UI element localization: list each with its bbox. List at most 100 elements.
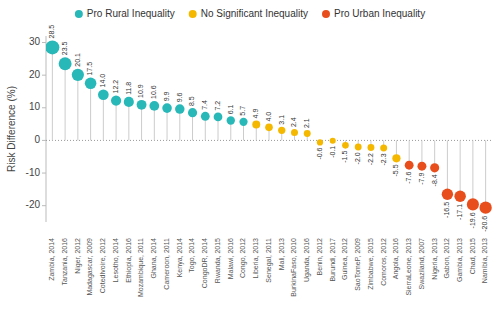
bubble <box>304 130 311 137</box>
bubble <box>188 108 197 117</box>
stem <box>116 101 117 141</box>
data-label: 5.7 <box>239 106 246 116</box>
stem <box>52 47 53 140</box>
data-label: -5.5 <box>392 164 399 176</box>
data-label: 6.1 <box>227 104 234 114</box>
data-label: 4.9 <box>252 109 259 119</box>
plot-area <box>46 40 492 213</box>
stem <box>472 140 473 204</box>
data-label: -0.6 <box>316 147 323 159</box>
y-tick <box>42 173 46 174</box>
y-tick <box>42 42 46 43</box>
y-tick-label: 10 <box>29 101 41 112</box>
stem <box>77 75 78 141</box>
x-tick-label: Comoros, 2012 <box>380 238 387 286</box>
bubble <box>430 163 439 172</box>
data-label: -0.1 <box>329 146 336 158</box>
stem <box>460 140 461 196</box>
legend-marker <box>322 10 330 18</box>
y-tick <box>42 75 46 76</box>
legend-item: Pro Urban Inequality <box>322 8 425 19</box>
legend-label: Pro Rural Inequality <box>87 8 175 19</box>
bubble <box>124 97 134 107</box>
bubble <box>149 101 159 111</box>
data-label: 7.4 <box>201 100 208 110</box>
x-tick-label: CongoDR, 2014 <box>201 238 209 288</box>
y-tick <box>42 205 46 206</box>
bubble <box>162 103 172 113</box>
x-tick-label: SaoTomeP, 2009 <box>354 238 361 291</box>
data-label: 4.0 <box>265 112 272 122</box>
bubble <box>342 142 349 149</box>
data-label: -8.4 <box>431 174 438 186</box>
stem <box>447 140 448 194</box>
bubble <box>417 162 426 171</box>
y-tick-label: 20 <box>29 69 41 80</box>
bubble <box>214 113 223 122</box>
legend: Pro Rural Inequality No Significant Inequ… <box>75 8 425 19</box>
x-tick-label: Mali, 2013 <box>278 238 285 270</box>
x-tick-label: Zimbabwe, 2015 <box>367 238 374 290</box>
stem <box>154 106 155 141</box>
data-label: 8.5 <box>188 96 195 106</box>
bubble <box>227 116 235 124</box>
bubble <box>85 78 97 90</box>
data-label: 3.1 <box>278 115 285 125</box>
data-label: 9.6 <box>176 93 183 103</box>
data-label: 14.0 <box>99 74 106 88</box>
y-tick-label: 0 <box>34 134 40 145</box>
x-tick-label: BurkinaFaso, 2010 <box>290 238 297 297</box>
x-tick-label: Burundi, 2017 <box>329 238 336 282</box>
bubble <box>454 190 465 201</box>
x-tick-label: Guinea, 2012 <box>341 238 348 280</box>
bubble <box>201 112 210 121</box>
bubble <box>111 95 121 105</box>
y-tick <box>42 140 46 141</box>
bubble <box>467 198 479 210</box>
chart: -20-100102030Risk Difference (%)Zambia, … <box>0 0 500 315</box>
x-tick-label: Niger, 2012 <box>74 238 82 274</box>
stem <box>141 105 142 141</box>
data-label: -1.5 <box>341 151 348 163</box>
data-label: 9.9 <box>163 91 170 101</box>
legend-item: Pro Rural Inequality <box>75 8 175 19</box>
x-tick-label: SierraLeone, 2013 <box>405 238 412 296</box>
x-tick-label: Benin, 2012 <box>316 238 323 275</box>
x-tick-label: Togo, 2014 <box>188 238 196 273</box>
x-tick-label: CotedIvoire, 2012 <box>99 238 106 293</box>
stem <box>485 140 486 207</box>
x-tick-label: Madagascar, 2009 <box>86 238 94 296</box>
y-tick-label: 30 <box>29 36 41 47</box>
data-label: -17.1 <box>456 204 463 220</box>
y-tick <box>42 107 46 108</box>
x-tick-label: Swaziland, 2007 <box>418 238 425 289</box>
x-tick-label: Angola, 2016 <box>392 238 400 279</box>
data-label: -19.6 <box>469 212 476 228</box>
bubble <box>367 144 374 151</box>
data-label: -2.2 <box>367 153 374 165</box>
stem <box>65 64 66 141</box>
bubble <box>72 69 84 81</box>
x-tick-label: Mozambique, 2011 <box>137 238 145 297</box>
data-label: -2.3 <box>380 153 387 165</box>
bubble <box>59 57 72 70</box>
bubble <box>355 144 362 151</box>
x-tick-label: Congo, 2012 <box>239 238 247 278</box>
y-tick-label: -10 <box>26 167 41 178</box>
bubble <box>98 89 109 100</box>
bubble <box>291 129 298 136</box>
bubble <box>317 139 323 145</box>
bubble <box>137 100 147 110</box>
bubble <box>239 118 247 126</box>
x-tick-label: Lesotho, 2014 <box>112 238 119 282</box>
x-tick-label: Gambia, 2013 <box>456 238 463 282</box>
stem <box>128 102 129 141</box>
legend-label: No Significant Inequality <box>201 8 308 19</box>
data-label: 23.5 <box>61 42 68 56</box>
y-axis-label: Risk Difference (%) <box>6 86 17 172</box>
bubble <box>175 104 184 113</box>
data-label: 17.5 <box>86 62 93 76</box>
x-tick-label: Senegal, 2011 <box>265 238 273 283</box>
x-tick-label: Liberia, 2013 <box>252 238 259 279</box>
bubble <box>442 189 453 200</box>
